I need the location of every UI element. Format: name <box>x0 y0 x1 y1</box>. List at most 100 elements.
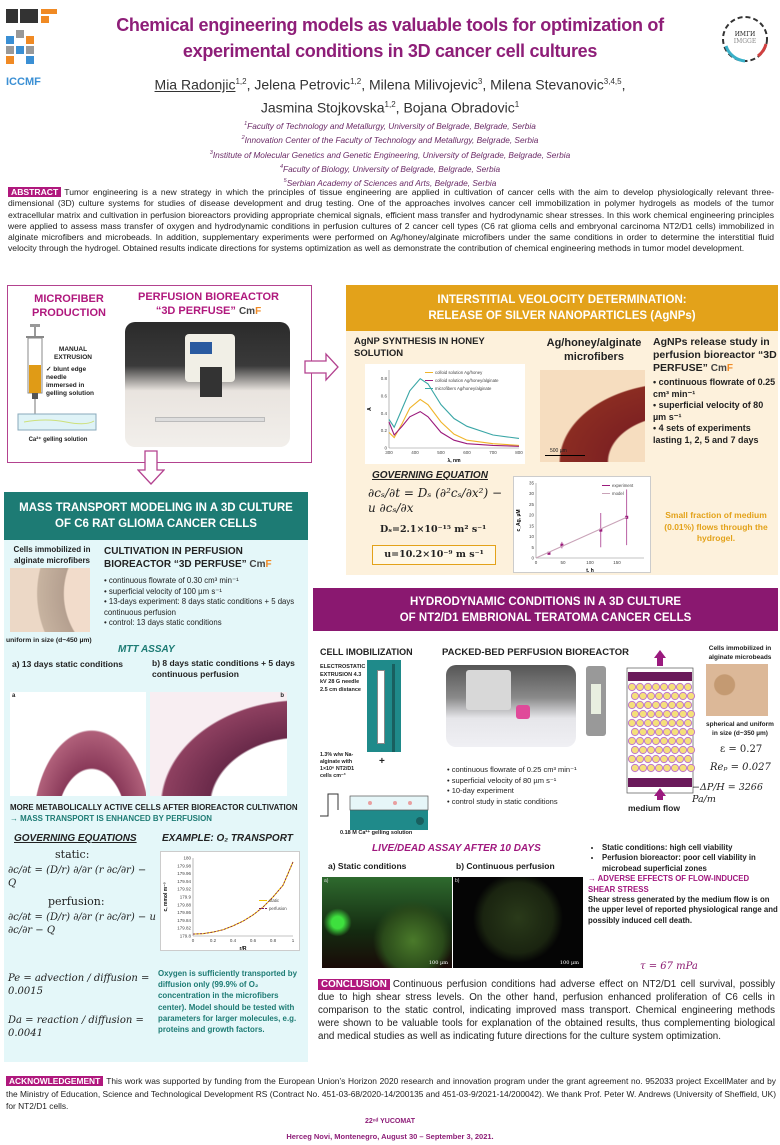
o2-transport-chart: 0 0.2 0.4 0.6 0.8 1 179.8 179.82 179.84 179.86 179… <box>160 851 300 951</box>
microbead <box>627 754 637 764</box>
series-line-colloid-solution-ag-honey-alginate <box>388 410 520 447</box>
pressure-drop-value: −ΔP/H = 3266 Pa/m <box>692 782 763 805</box>
microbead <box>638 745 648 755</box>
bullet-item: • 10-day experiment <box>447 786 623 797</box>
release-bullets: • continuous flowrate of 0.25 cm³ min⁻¹ •… <box>653 377 777 446</box>
y-tick-label: 30 <box>529 491 535 496</box>
poster-title: Chemical engineering models as valuable … <box>116 15 664 61</box>
iccmf-logo: ICCMF <box>6 30 46 88</box>
release-heading: AgNPs release study in perfusion bioreac… <box>653 336 777 375</box>
microbead <box>627 736 637 746</box>
y-tick-label: 35 <box>529 481 535 486</box>
imgge-cyr: ИМГИ <box>734 31 756 38</box>
microbead <box>646 709 656 719</box>
cmf-mini-logo: CmF <box>249 559 272 570</box>
image-label-b: b <box>280 693 284 699</box>
microbead <box>675 718 685 728</box>
series-line-colloid-solution-ag-honey <box>388 398 520 446</box>
acknowledgement: ACKNOWLEDGEMENT This work was supported b… <box>6 1075 776 1113</box>
microbead <box>686 745 696 755</box>
bullet-text: superficial velocity of 80 µm s⁻¹ <box>451 775 557 785</box>
microbead <box>643 754 653 764</box>
microbead <box>667 682 677 692</box>
author-affiliation-sup: 1,2 <box>350 77 362 86</box>
microfibers-heading: Ag/honey/alginate microfibers <box>546 337 642 363</box>
microbead <box>630 763 640 773</box>
microbead <box>659 736 669 746</box>
y-axis-label: c_Ag, µM <box>516 509 522 531</box>
x-axis-label: r/R <box>240 946 247 951</box>
legend-label: perfusion <box>269 906 287 911</box>
microfiber-micrograph: 500 µm <box>540 370 645 462</box>
mtt-b-label: b) 8 days static conditions + 5 days con… <box>152 658 295 679</box>
mtt-a-label: a) 13 days static conditions <box>12 659 124 669</box>
microbead <box>683 700 693 710</box>
y-tick-label: 0.2 <box>381 428 388 433</box>
microbead <box>675 754 685 764</box>
finding-item: Static conditions: high cell viability <box>602 843 778 853</box>
affiliation-number: 1 <box>244 121 248 127</box>
x-tick-label: 800 <box>515 450 523 455</box>
microbead <box>638 691 648 701</box>
packed-bed-bullets: • continuous flowrate of 0.25 cm³ min⁻¹ •… <box>447 765 623 807</box>
oxygen-note: Oxygen is sufficiently transported by di… <box>158 969 297 1035</box>
x-tick-label: 100 <box>586 560 594 565</box>
x-tick-label: 0 <box>192 938 195 943</box>
y-tick-label: 0.6 <box>381 394 388 399</box>
microbead <box>670 745 680 755</box>
microbead <box>643 700 653 710</box>
syringe-diagram <box>16 322 101 442</box>
y-tick-label: 179.92 <box>177 887 191 892</box>
bioreactor-photo <box>125 322 290 447</box>
microbead <box>670 709 680 719</box>
microbead <box>651 718 661 728</box>
bullet-item: • continuous flowrate of 0.25 cm³ min⁻¹ <box>653 377 777 400</box>
microbead <box>662 727 672 737</box>
y-tick-label: 0 <box>531 556 534 561</box>
microbead <box>654 709 664 719</box>
y-tick-label: 179.94 <box>177 879 191 884</box>
live-dead-b-label: b) Continuous perfusion <box>456 861 555 871</box>
iccmf-logo-text: ICCMF <box>6 76 41 88</box>
bullet-text: superficial velocity of 80 µm s⁻¹ <box>653 400 764 422</box>
interstitial-header: INTERSTITIAL VEOLOCITY DETERMINATION: REL… <box>346 285 778 331</box>
check-icon: ✓ <box>46 366 54 373</box>
bullet-item: • continuous flowrate of 0.25 cm³ min⁻¹ <box>447 765 623 776</box>
affiliation: 3Institute of Molecular Genetics and Gen… <box>100 147 680 161</box>
synthesis-heading: AgNP SYNTHESIS IN HONEY SOLUTION <box>354 336 485 359</box>
microbead <box>646 691 656 701</box>
abstract-text: Tumor engineering is a new strategy in w… <box>8 187 774 254</box>
u-value: u=10.2×10⁻⁹ m s⁻¹ <box>372 545 496 565</box>
author-name: Bojana Obradovic <box>403 99 515 116</box>
conclusion: CONCLUSION Continuous perfusion condition… <box>318 978 775 1043</box>
x-tick-label: 300 <box>385 450 393 455</box>
affiliation-list: 1Faculty of Technology and Metallurgy, U… <box>100 118 680 189</box>
affiliation-number: 5 <box>283 178 287 185</box>
gelling-bath-diagram <box>320 792 430 837</box>
x-tick-label: 500 <box>437 450 445 455</box>
microbead <box>635 700 645 710</box>
cell-immobilization-heading: CELL IMOBILIZATION <box>320 647 413 657</box>
microbead <box>683 718 693 728</box>
microbead <box>662 745 672 755</box>
bullet-icon: • <box>447 786 452 795</box>
microfiber-production-heading: MICROFIBER PRODUCTION <box>32 293 106 319</box>
microbead <box>683 682 693 692</box>
cultivation-bullets: • continuous flowrate of 0.30 cm³ min⁻¹ •… <box>104 576 306 629</box>
x-tick-label: 0.2 <box>210 938 217 943</box>
author-name: Milena Milivojevic <box>369 76 478 93</box>
microbead <box>630 727 640 737</box>
y-tick-label: 179.84 <box>177 918 191 923</box>
manual-extrusion-label: MANUAL EXTRUSION <box>54 346 92 361</box>
microbead <box>662 691 672 701</box>
bullet-icon: • <box>104 586 109 596</box>
legend-label: colloid solution Ag/honey <box>435 370 483 375</box>
series-line-microfibers-ag-honey-alginate <box>388 377 520 440</box>
microbead <box>670 691 680 701</box>
bullet-item: • control study in static conditions <box>447 797 623 808</box>
affiliation-number: 2 <box>241 135 245 142</box>
cells-label: Cells immobilized in alginate microfiber… <box>13 545 91 565</box>
y-tick-label: 20 <box>529 513 535 518</box>
mass-transport-header-line2: OF C6 RAT GLIOMA CANCER CELLS <box>55 518 257 530</box>
microbead <box>670 763 680 773</box>
